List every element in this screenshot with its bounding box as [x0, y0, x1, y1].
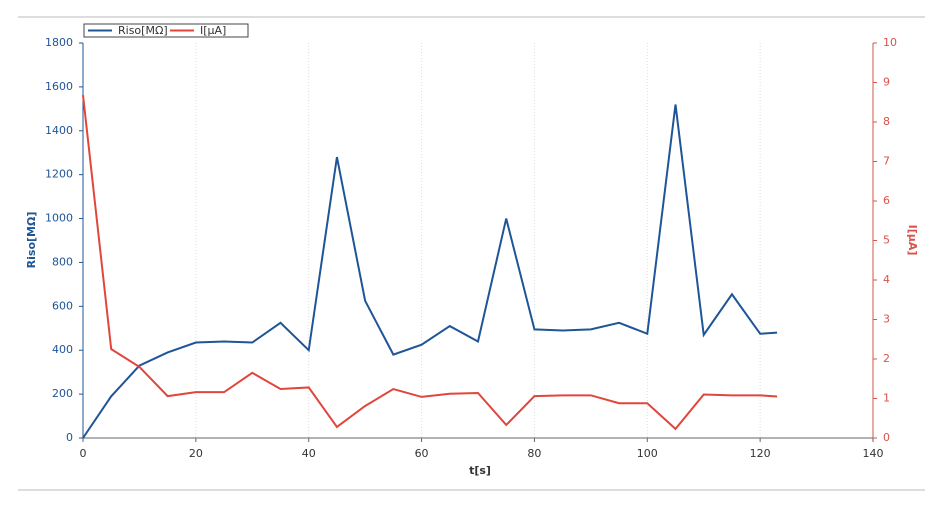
x-tick-label: 60 [415, 447, 429, 460]
y-tick-label: 800 [52, 255, 73, 268]
x-tick-label: 120 [750, 447, 771, 460]
y-tick-label: 0 [66, 431, 73, 444]
x-tick-label: 40 [302, 447, 316, 460]
y-tick-label: 400 [52, 343, 73, 356]
y-tick-label: 1800 [45, 36, 73, 49]
y2-tick-label: 6 [883, 194, 890, 207]
y2-tick-label: 0 [883, 431, 890, 444]
y-tick-label: 200 [52, 387, 73, 400]
y2-tick-label: 10 [883, 36, 897, 49]
y-tick-label: 1000 [45, 212, 73, 225]
y2-tick-label: 8 [883, 115, 890, 128]
y2-tick-label: 2 [883, 352, 890, 365]
x-tick-label: 80 [527, 447, 541, 460]
y-tick-label: 1600 [45, 80, 73, 93]
legend-box [83, 23, 249, 38]
y2-axis-label: I[µA] [906, 225, 919, 256]
series-line [82, 95, 778, 431]
series-line [82, 104, 778, 439]
x-axis-label: t[s] [469, 464, 491, 477]
x-tick-label: 140 [863, 447, 884, 460]
y-tick-label: 1400 [45, 124, 73, 137]
y2-tick-label: 9 [883, 76, 890, 89]
y-axis-label: Riso[MΩ] [25, 212, 38, 269]
y2-tick-label: 4 [883, 273, 890, 286]
x-tick-label: 0 [80, 447, 87, 460]
y2-tick-label: 5 [883, 234, 890, 247]
y2-tick-label: 7 [883, 155, 890, 168]
y-tick-label: 600 [52, 299, 73, 312]
y2-tick-label: 3 [883, 313, 890, 326]
x-tick-label: 20 [189, 447, 203, 460]
y2-tick-label: 1 [883, 392, 890, 405]
legend-label: I[µA] [200, 24, 226, 37]
legend-label: Riso[MΩ] [118, 24, 168, 37]
x-tick-label: 100 [637, 447, 658, 460]
y-tick-label: 1200 [45, 168, 73, 181]
